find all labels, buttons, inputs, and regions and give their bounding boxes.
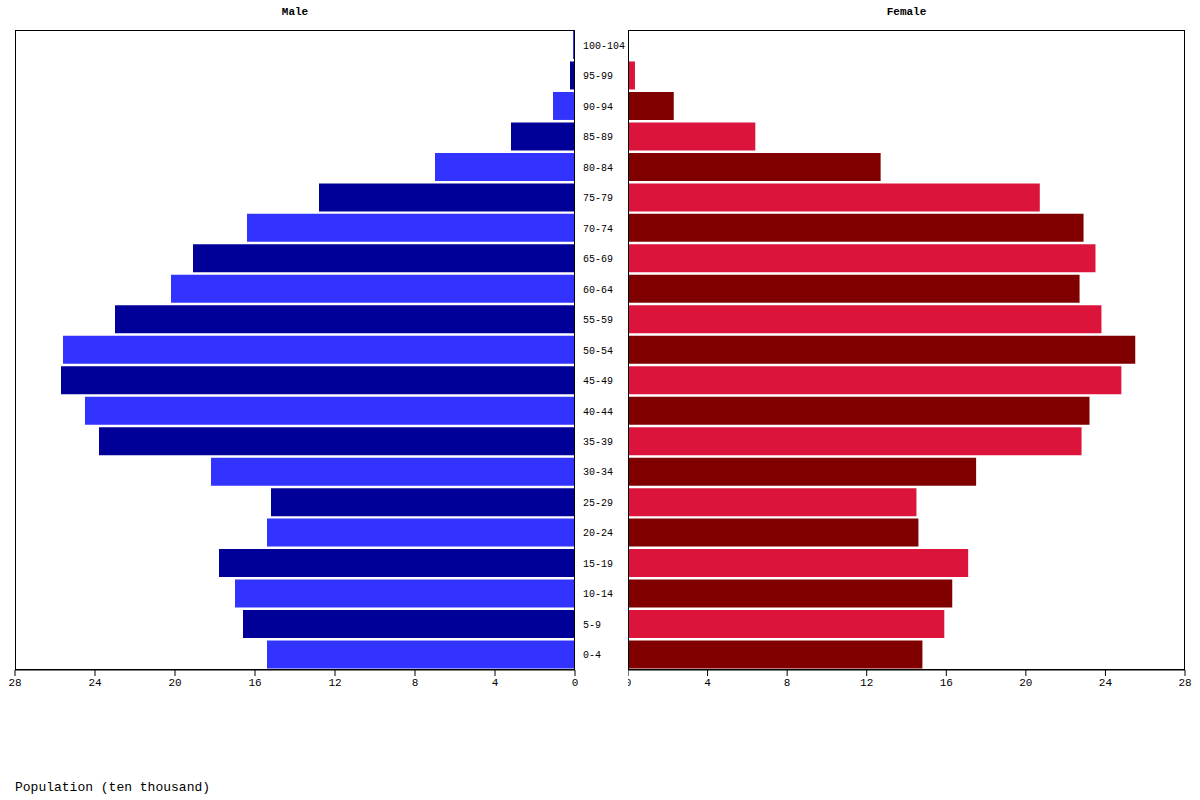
svg-text:40-44: 40-44 [583,407,613,418]
svg-text:50-54: 50-54 [583,346,613,357]
svg-text:20: 20 [1019,677,1032,689]
svg-text:85-89: 85-89 [583,132,613,143]
html-text:Female: Female [886,6,927,18]
svg-text:8: 8 [784,677,791,689]
svg-text:20: 20 [168,677,181,689]
svg-text:45-49: 45-49 [583,376,613,387]
svg-text:55-59: 55-59 [583,315,613,326]
svg-text:4: 4 [704,677,711,689]
svg-text:0: 0 [572,677,579,689]
svg-text:12: 12 [328,677,341,689]
svg-text:35-39: 35-39 [583,437,613,448]
svg-text:0: 0 [628,677,631,689]
svg-text:10-14: 10-14 [583,589,613,600]
svg-text:65-69: 65-69 [583,254,613,265]
svg-text:24: 24 [1099,677,1113,689]
svg-text:16: 16 [940,677,953,689]
svg-text:25-29: 25-29 [583,498,613,509]
svg-text:20-24: 20-24 [583,528,613,539]
svg-text:70-74: 70-74 [583,224,613,235]
svg-text:24: 24 [88,677,102,689]
svg-text:8: 8 [412,677,419,689]
html-text:Population (ten thousand): Population (ten thousand) [15,780,210,795]
svg-text:5-9: 5-9 [583,620,601,631]
svg-text:75-79: 75-79 [583,193,613,204]
svg-text:4: 4 [492,677,499,689]
html-text:Male: Male [281,6,309,18]
svg-text:60-64: 60-64 [583,285,613,296]
svg-text:100-104: 100-104 [583,41,625,52]
svg-text:28: 28 [1178,677,1191,689]
svg-text:16: 16 [248,677,261,689]
svg-text:80-84: 80-84 [583,163,613,174]
svg-text:95-99: 95-99 [583,71,613,82]
svg-text:12: 12 [860,677,873,689]
svg-text:0-4: 0-4 [583,650,601,661]
svg-text:30-34: 30-34 [583,467,613,478]
svg-text:15-19: 15-19 [583,559,613,570]
svg-text:90-94: 90-94 [583,102,613,113]
svg-text:28: 28 [8,677,21,689]
